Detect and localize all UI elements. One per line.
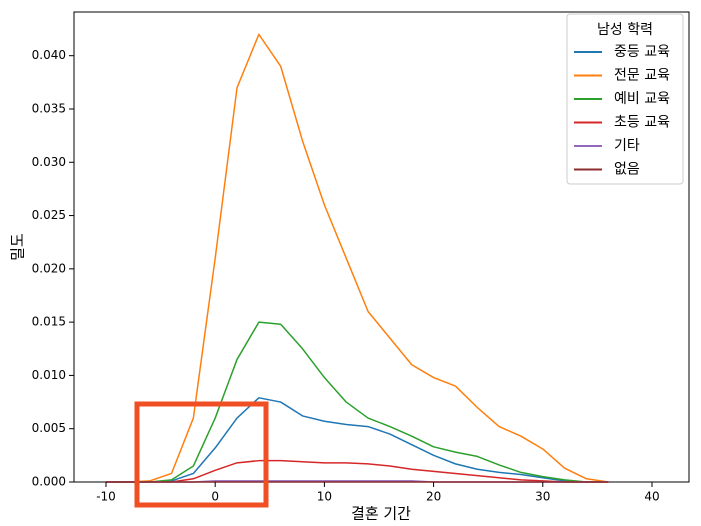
legend-label: 없음 [614, 162, 640, 178]
line [105, 321, 609, 483]
y-tick-label: 0.035 [32, 101, 66, 115]
y-tick-label: 0.000 [32, 475, 66, 489]
y-tick-label: 0.030 [32, 155, 66, 169]
x-tick-label: 30 [535, 490, 550, 504]
legend-box [566, 13, 684, 185]
x-tick-label: 10 [317, 490, 332, 504]
legend-label: 중등 교육 [614, 44, 670, 60]
legend-label: 초등 교육 [614, 115, 670, 131]
x-tick-label: -10 [96, 490, 116, 504]
x-tick-label: 0 [211, 490, 219, 504]
y-tick-label: 0.020 [32, 261, 66, 275]
marks [105, 33, 609, 483]
y-tick-label: 0.005 [32, 421, 66, 435]
legend-label: 기타 [614, 138, 640, 154]
highlight-box [134, 401, 269, 508]
x-tick-label: 20 [426, 490, 441, 504]
legend-label: 전문 교육 [614, 68, 670, 84]
y-axis-label: 밀도 [9, 233, 27, 261]
legend-label: 예비 교육 [614, 91, 670, 107]
y-tick-label: 0.040 [32, 48, 66, 62]
line [105, 459, 609, 483]
x-axis-label: 결혼 기간 [351, 505, 411, 523]
line [105, 33, 609, 483]
line [105, 397, 609, 483]
legend-title: 남성 학력 [597, 22, 653, 38]
y-tick-label: 0.025 [32, 208, 66, 222]
x-tick-label: 40 [644, 490, 659, 504]
y-tick-label: 0.015 [32, 315, 66, 329]
y-tick-label: 0.010 [32, 368, 66, 382]
